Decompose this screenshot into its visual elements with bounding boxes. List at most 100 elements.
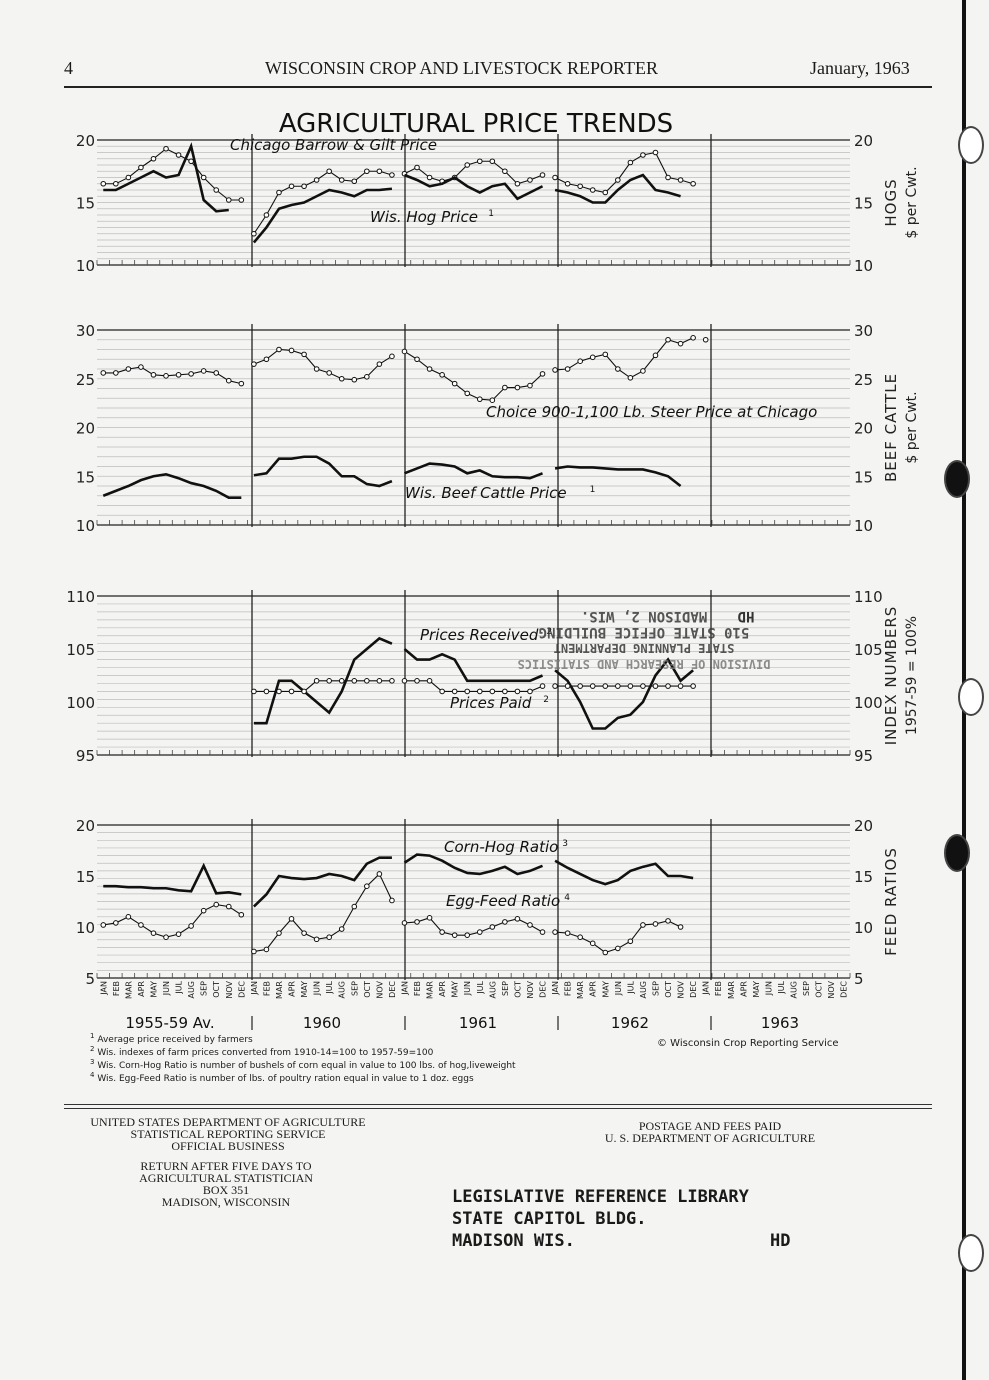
month-label: APR xyxy=(739,981,748,997)
panel-hogs-series-0-point xyxy=(564,180,571,187)
panel-hogs-series-0-point xyxy=(150,155,157,162)
month-label: OCT xyxy=(513,981,522,998)
period-label: 1962 xyxy=(611,1014,649,1032)
panel-feed-series-1-point xyxy=(351,903,358,910)
panel-feed-series-1-point xyxy=(301,930,307,936)
panel-feed-series-1-point xyxy=(527,922,533,928)
month-label: MAR xyxy=(576,981,585,999)
panel-feed-ytick-left: 10 xyxy=(76,919,95,937)
panel-index-series-1-point xyxy=(389,678,395,684)
panel-feed-series-0-line xyxy=(252,856,392,908)
footnote-4-text: Wis. Egg-Feed Ratio is number of lbs. of… xyxy=(97,1074,474,1084)
panel-hogs-ytick-right: 20 xyxy=(854,132,873,150)
panel-index-series-1-point xyxy=(414,678,420,684)
panel-hogs-series-0-point xyxy=(602,189,609,196)
header-rule xyxy=(64,86,932,88)
panel-beef-series-0-point xyxy=(514,384,521,391)
panel-beef-series-0-point xyxy=(527,382,533,389)
panel-beef-series-0-point xyxy=(376,361,383,367)
panel-index-series-1-point xyxy=(276,688,282,695)
panel-feed-series-1-label: Egg-Feed Ratio xyxy=(446,892,560,910)
panel-beef-series-0-point xyxy=(100,370,107,376)
mailing-address: LEGISLATIVE REFERENCE LIBRARY STATE CAPI… xyxy=(452,1186,749,1252)
month-label: FEB xyxy=(413,981,422,996)
month-label: NOV xyxy=(225,980,234,998)
panel-hogs-ytick-right: 10 xyxy=(854,257,873,275)
panel-hogs-series-0-point xyxy=(690,180,696,187)
panel-beef-series-0-point xyxy=(602,351,609,358)
panel-beef-series-0-point xyxy=(577,358,583,365)
panel-hogs-series-0-point xyxy=(426,174,433,181)
panel-beef-series-1-footnote-mark: 1 xyxy=(590,485,596,495)
month-label: SEP xyxy=(350,981,359,996)
footnote-3-mark: 3 xyxy=(90,1058,95,1066)
panel-feed-series-1-point xyxy=(200,907,207,914)
panel-hogs-series-0-point xyxy=(514,180,521,187)
month-label: FEB xyxy=(714,981,723,996)
panel-feed-series-0-line xyxy=(554,859,694,886)
panel-feed-series-1-point xyxy=(313,936,320,943)
panel-beef-series-0-point xyxy=(301,351,307,358)
panel-hogs-series-0-point xyxy=(125,174,132,181)
panel-hogs-series-0-point xyxy=(502,168,508,175)
panel-hogs-series-0-point xyxy=(640,152,646,158)
panel-beef-series-0-point xyxy=(389,353,395,360)
panel-feed-series-0-footnote-mark: 3 xyxy=(562,839,568,849)
panel-feed-series-1-point xyxy=(476,929,483,935)
panel-index-series-1-footnote-mark: 2 xyxy=(543,695,549,705)
panel-beef-series-0-point xyxy=(238,380,245,387)
issue-date: January, 1963 xyxy=(810,58,910,78)
month-label: MAY xyxy=(752,981,761,998)
panel-index-series-1-point xyxy=(577,683,583,689)
panel-index-series-1-point xyxy=(527,688,533,695)
panel-index-series-1-point xyxy=(652,683,659,689)
panel-feed-ytick-right: 10 xyxy=(854,919,873,937)
panel-hogs-series-0-point xyxy=(251,230,257,237)
panel-hogs-series-0-label: Chicago Barrow & Gilt Price xyxy=(230,136,437,154)
month-label: MAY xyxy=(300,981,309,998)
panel-index-series-0-line xyxy=(253,636,393,725)
panel-beef-series-0-point xyxy=(690,335,696,341)
panel-hogs-ytick-left: 10 xyxy=(76,257,95,275)
month-label: JAN xyxy=(250,981,259,996)
panel-feed-series-1-point xyxy=(138,922,144,928)
panel-beef-series-0-point xyxy=(225,377,232,384)
panel-feed-series-1-point xyxy=(652,921,659,927)
panel-beef-series-0-point xyxy=(652,352,659,359)
panel-index-ytick-left: 100 xyxy=(66,694,95,712)
panel-hogs-series-0-point xyxy=(338,177,345,183)
stamp-initials: HD xyxy=(738,608,755,624)
month-label: JAN xyxy=(400,981,409,996)
panel-beef-series-0-point xyxy=(564,366,571,372)
panel-index-series-1-point xyxy=(476,688,483,695)
panel-beef-series-0-point xyxy=(464,390,471,397)
panel-hogs-series-0-point xyxy=(677,177,684,183)
chart-title: AGRICULTURAL PRICE TRENDS xyxy=(279,109,673,139)
month-label: JUN xyxy=(614,981,623,996)
panel-index-series-1-point xyxy=(677,683,684,689)
panel-feed-series-1-point xyxy=(640,922,646,928)
panel-index-series-1-point xyxy=(552,683,558,689)
copyright: © Wisconsin Crop Reporting Service xyxy=(657,1038,839,1049)
return-line-2: AGRICULTURAL STATISTICIAN xyxy=(139,1171,313,1185)
panel-index-series-1-point xyxy=(288,688,295,695)
panel-beef-series-0-point xyxy=(451,380,458,387)
panel-index-series-1-line xyxy=(404,680,543,692)
panel-hogs-series-0-point xyxy=(313,177,320,183)
panel-beef-ytick-left: 30 xyxy=(76,322,95,340)
publication-title: WISCONSIN CROP AND LIVESTOCK REPORTER xyxy=(265,58,658,78)
panel-index-ytick-left: 95 xyxy=(76,747,95,765)
panel-feed-series-1-point xyxy=(225,903,232,910)
panel-feed-series-1-point xyxy=(677,924,684,930)
panel-beef-series-0-point xyxy=(665,336,671,343)
binder-hole-5 xyxy=(958,1234,984,1272)
month-label: AUG xyxy=(187,981,196,999)
month-label: OCT xyxy=(815,981,824,998)
postage-line-1: POSTAGE AND FEES PAID xyxy=(638,1119,782,1133)
return-line-1: RETURN AFTER FIVE DAYS TO xyxy=(140,1159,312,1173)
panel-index-series-1-point xyxy=(502,688,508,695)
panel-index-series-1-point xyxy=(615,683,621,689)
panel-beef-series-0-point xyxy=(263,356,270,363)
postage-block: POSTAGE AND FEES PAID U. S. DEPARTMENT O… xyxy=(578,1120,842,1144)
month-label: NOV xyxy=(677,980,686,998)
